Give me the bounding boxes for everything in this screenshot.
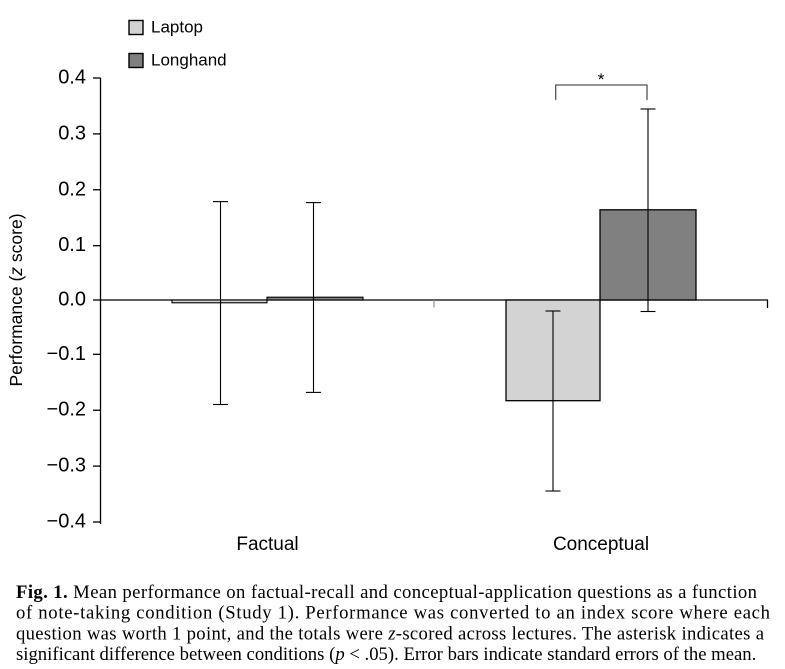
- svg-text:0.1: 0.1: [58, 234, 86, 256]
- svg-text:0.0: 0.0: [58, 289, 86, 311]
- svg-text:Longhand: Longhand: [151, 51, 227, 70]
- svg-text:−0.3: −0.3: [47, 455, 86, 477]
- svg-text:Fig. 1. Mean performance on fa: Fig. 1. Mean performance on factual-reca…: [16, 582, 758, 603]
- svg-text:Conceptual: Conceptual: [553, 534, 649, 555]
- svg-text:Laptop: Laptop: [151, 18, 203, 37]
- svg-text:−0.1: −0.1: [47, 343, 86, 365]
- svg-text:Performance (z score): Performance (z score): [6, 213, 26, 386]
- svg-text:−0.2: −0.2: [47, 399, 86, 421]
- svg-text:Factual: Factual: [236, 534, 298, 555]
- svg-text:significant difference between: significant difference between condition…: [16, 644, 756, 665]
- svg-text:0.3: 0.3: [58, 122, 86, 144]
- svg-text:0.2: 0.2: [58, 178, 86, 200]
- svg-text:0.4: 0.4: [58, 67, 86, 89]
- svg-text:question was worth 1 point, an: question was worth 1 point, and the tota…: [16, 623, 765, 644]
- svg-text:of note-taking condition (Stud: of note-taking condition (Study 1). Perf…: [16, 603, 771, 624]
- svg-text:−0.4: −0.4: [47, 511, 86, 533]
- svg-text:*: *: [598, 70, 605, 89]
